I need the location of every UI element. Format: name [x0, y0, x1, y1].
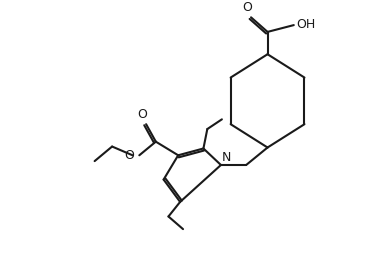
Text: OH: OH: [297, 18, 316, 31]
Text: O: O: [137, 108, 147, 121]
Text: O: O: [242, 1, 252, 14]
Text: O: O: [125, 149, 134, 162]
Text: N: N: [222, 151, 231, 164]
